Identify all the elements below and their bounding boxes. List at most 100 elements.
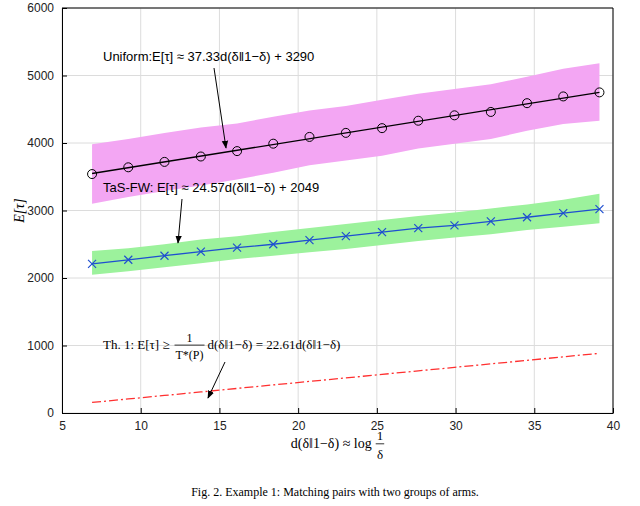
x-tick-label: 40: [607, 419, 621, 433]
fraction-numerator: 1: [377, 428, 384, 443]
marker: [124, 256, 132, 264]
y-tick-label: 4000: [27, 136, 54, 150]
annotation: Uniform:E[τ] ≈ 37.33d(δ‖1−δ) + 3290: [103, 49, 314, 64]
x-tick: 40: [607, 408, 621, 433]
marker: [450, 221, 458, 229]
y-axis: 0 1000 2000 3000 4000 5000 6000: [27, 1, 67, 420]
x-axis-title-text: d(δ‖1−δ) ≈ log: [291, 436, 372, 452]
y-tick-label: 0: [47, 406, 54, 420]
line: [92, 353, 599, 402]
line: [92, 209, 599, 264]
annotation-text: Th. 1: E[τ] ≥: [103, 337, 170, 352]
annotation-arrow: [214, 68, 226, 148]
annotations: Uniform:E[τ] ≈ 37.33d(δ‖1−δ) + 3290 TaS-F…: [103, 49, 340, 398]
line: [92, 92, 599, 173]
x-tick-label: 35: [528, 419, 542, 433]
marker: [378, 228, 386, 236]
x-tick: 30: [449, 408, 463, 433]
y-tick-label: 2000: [27, 271, 54, 285]
marker: [305, 236, 313, 244]
marker: [233, 244, 241, 252]
annotation-arrow: [178, 199, 182, 243]
x-tick-mark: [298, 408, 299, 413]
marker: [342, 232, 350, 240]
y-grid-line: [62, 413, 613, 414]
plot-area: [88, 63, 604, 402]
y-tick: 5000: [27, 69, 67, 83]
annotation: TaS-FW: E[τ] ≈ 24.57d(δ‖1−δ) + 2049: [103, 180, 319, 195]
marker: [595, 205, 603, 213]
x-tick: 15: [213, 408, 227, 433]
marker: [305, 132, 314, 141]
marker: [88, 170, 97, 179]
series-2: [88, 88, 604, 179]
series-0: [92, 63, 599, 203]
x-tick-label: 20: [292, 419, 306, 433]
y-tick: 3000: [27, 204, 67, 218]
annotation-text: TaS-FW: E[τ] ≈ 24.57d(δ‖1−δ) + 2049: [103, 180, 319, 195]
marker: [197, 248, 205, 256]
y-tick-mark: [62, 211, 67, 212]
y-tick: 2000: [27, 271, 67, 285]
y-tick-mark: [62, 278, 67, 279]
x-tick-label: 15: [213, 419, 227, 433]
x-tick-label: 10: [135, 419, 149, 433]
marker: [269, 240, 277, 248]
y-tick-mark: [62, 76, 67, 77]
plot-background: [62, 8, 613, 413]
marker: [414, 224, 422, 232]
caption: Fig. 2. Example 1: Matching pairs with t…: [191, 485, 479, 499]
y-tick: 4000: [27, 136, 67, 150]
y-tick-label: 6000: [27, 1, 54, 15]
marker: [559, 92, 568, 101]
series-1: [92, 194, 599, 275]
fraction-denominator: δ: [377, 447, 383, 462]
annotation-text: d(δ‖1−δ) = 22.61d(δ‖1−δ): [208, 337, 341, 352]
x-tick-mark: [219, 408, 220, 413]
x-axis-line: [63, 413, 614, 414]
chart: 5101520253035400100020003000400050006000…: [0, 0, 640, 506]
x-axis: 510152025303540: [59, 408, 620, 433]
marker: [487, 217, 495, 225]
x-tick: 35: [528, 408, 542, 433]
y-tick-label: 1000: [27, 339, 54, 353]
confidence-band: [92, 194, 599, 275]
marker: [160, 252, 168, 260]
x-tick-mark: [141, 408, 142, 413]
y-axis-title: E[τ]: [12, 198, 27, 223]
x-tick-label: 30: [449, 419, 463, 433]
series-5: [92, 353, 599, 402]
y-tick: 1000: [27, 339, 67, 353]
y-tick-mark: [62, 346, 67, 347]
x-axis-title: d(δ‖1−δ) ≈ log 1 δ: [291, 428, 384, 461]
grid: [62, 8, 613, 413]
y-grid-line: [62, 75, 613, 76]
series-3: [92, 92, 599, 173]
marker: [559, 209, 567, 217]
x-tick-mark: [534, 408, 535, 413]
y-grid-line: [62, 278, 613, 279]
y-tick-label: 5000: [27, 69, 54, 83]
x-tick-mark: [456, 408, 457, 413]
fraction-bar: [175, 345, 205, 346]
x-tick: 20: [292, 408, 306, 433]
marker: [523, 213, 531, 221]
annotation-text: Uniform:E[τ] ≈ 37.33d(δ‖1−δ) + 3290: [103, 49, 314, 64]
y-tick-mark: [62, 413, 67, 414]
annotation: Th. 1: E[τ] ≥ 1 T*(P) d(δ‖1−δ) = 22.61d(δ‖1…: [103, 331, 340, 362]
fraction-numerator: 1: [187, 331, 193, 345]
x-tick: 10: [135, 408, 149, 433]
x-tick-label: 5: [59, 419, 66, 433]
fraction-denominator: T*(P): [176, 348, 204, 362]
marker: [88, 260, 96, 268]
x-tick-mark: [377, 408, 378, 413]
y-tick: 6000: [27, 1, 67, 15]
y-tick-label: 3000: [27, 204, 54, 218]
y-tick-mark: [62, 143, 67, 144]
y-tick: 0: [47, 406, 67, 420]
fraction-bar: [376, 443, 385, 444]
annotation-arrow: [208, 362, 225, 398]
series-4: [88, 205, 603, 268]
plot-frame: [62, 8, 613, 413]
confidence-band: [92, 63, 599, 203]
